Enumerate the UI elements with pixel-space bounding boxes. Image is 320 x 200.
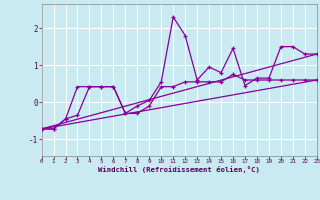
X-axis label: Windchill (Refroidissement éolien,°C): Windchill (Refroidissement éolien,°C) xyxy=(98,166,260,173)
